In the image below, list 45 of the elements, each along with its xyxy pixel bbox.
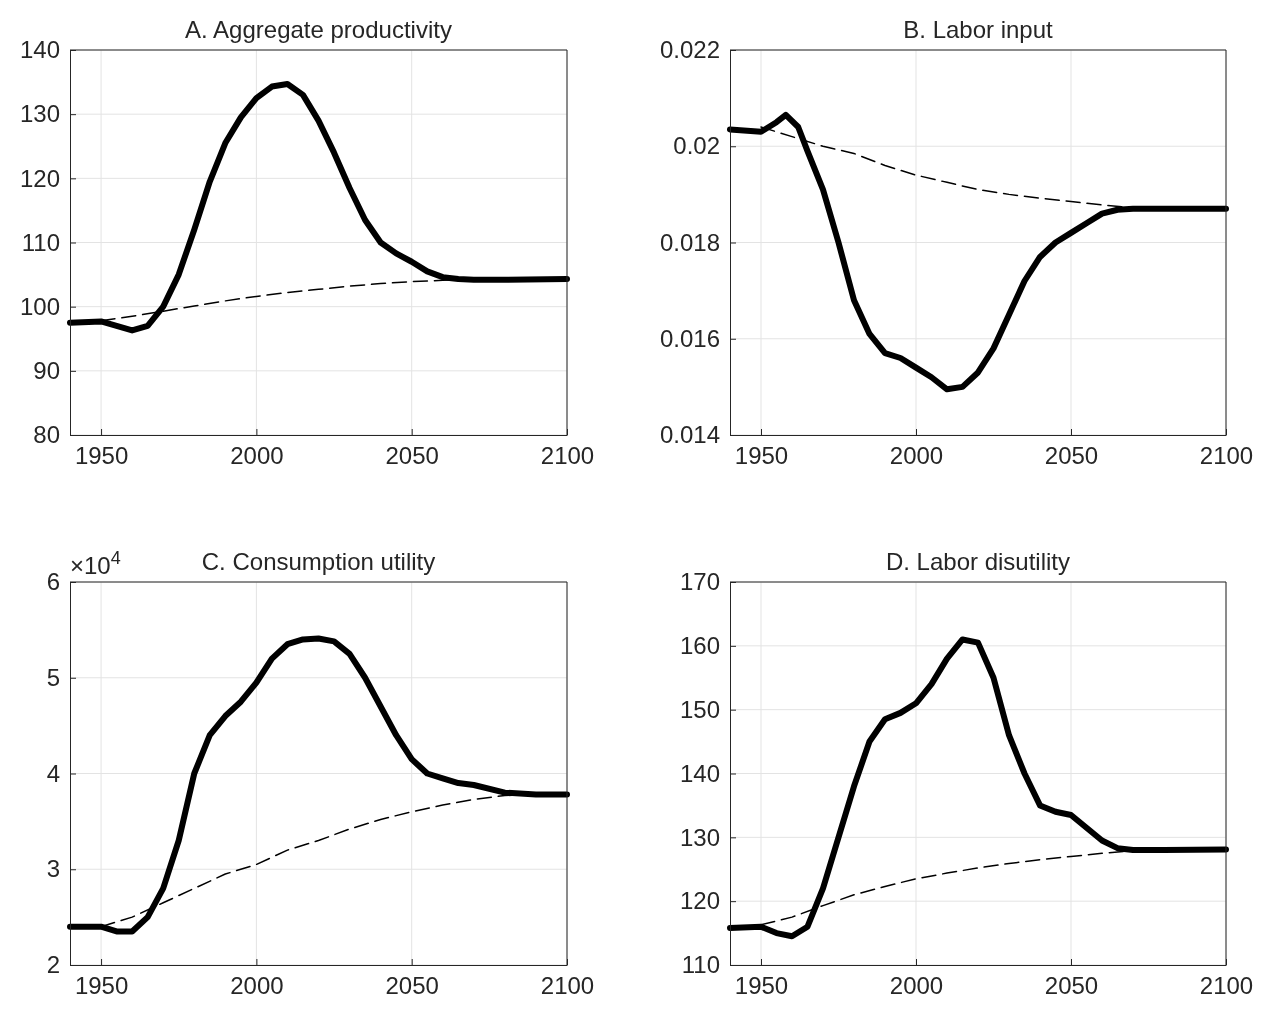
x-tick-label: 2100	[1199, 442, 1254, 470]
chart-title: A. Aggregate productivity	[185, 16, 452, 43]
y-tick-label: 170	[679, 568, 720, 596]
y-tick-label: 90	[33, 357, 60, 385]
x-tick-label: 2100	[540, 972, 595, 1000]
x-tick-label: 1950	[734, 442, 789, 470]
y-tick-label: 120	[679, 887, 720, 915]
x-tick-label: 2050	[1044, 442, 1099, 470]
x-tick-label: 2000	[230, 972, 284, 1000]
x-tick-label: 1950	[734, 972, 789, 1000]
y-tick-label: 0.016	[659, 324, 720, 352]
y-tick-label: 100	[19, 292, 60, 320]
y-tick-label: 2	[46, 951, 60, 979]
y-tick-label: 3	[46, 855, 60, 883]
text: ×10$^{4}$	[70, 548, 121, 579]
x-tick-label: 2100	[1199, 972, 1254, 1000]
y-tick-label: 6	[46, 568, 60, 596]
y-tick-label: 110	[21, 228, 60, 256]
x-tick-label: 2100	[540, 442, 595, 470]
x-tick-label: 2050	[1044, 972, 1099, 1000]
y-tick-label: 140	[679, 759, 720, 787]
y-tick-label: 130	[19, 100, 60, 128]
y-tick-label: 110	[681, 951, 720, 979]
chart-title: B. Labor input	[903, 16, 1054, 43]
y-tick-label: 120	[19, 164, 60, 192]
y-tick-label: 4	[46, 759, 60, 787]
x-tick-label: 2000	[889, 972, 944, 1000]
y-tick-label: 0.014	[659, 421, 720, 449]
chart-title: D. Labor disutility	[885, 548, 1071, 575]
x-tick-label: 2000	[889, 442, 944, 470]
y-tick-label: 0.02	[673, 132, 720, 160]
x-tick-label: 2050	[385, 972, 439, 1000]
x-tick-label: 2050	[385, 442, 439, 470]
y-tick-label: 5	[46, 663, 60, 691]
y-tick-label: 0.018	[659, 228, 720, 256]
y-tick-label: 130	[679, 823, 720, 851]
x-tick-label: 2000	[230, 442, 284, 470]
y-tick-label: 80	[33, 421, 60, 449]
x-tick-label: 1950	[74, 442, 129, 470]
y-tick-label: 0.022	[659, 36, 720, 64]
x-tick-label: 1950	[74, 972, 129, 1000]
y-tick-label: 140	[19, 36, 60, 64]
y-tick-label: 160	[679, 632, 720, 660]
y-tick-label: 150	[679, 695, 720, 723]
chart-title: C. Consumption utility	[201, 548, 436, 575]
